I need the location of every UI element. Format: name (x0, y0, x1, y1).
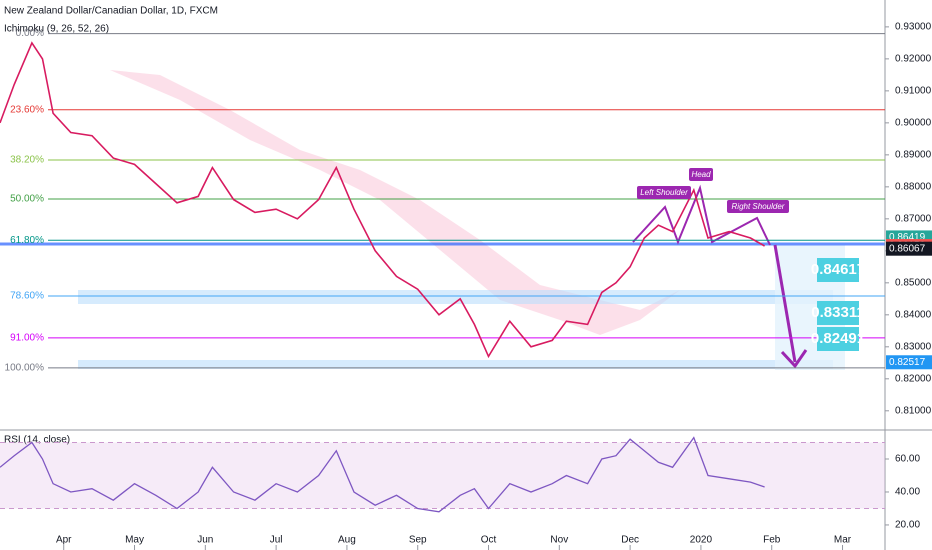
price-label-box (886, 241, 932, 256)
y-tick-label: 0.84000 (895, 309, 932, 320)
annotation-box (689, 168, 713, 181)
fib-label: 50.00% (10, 194, 44, 205)
y-tick-label: 0.89000 (895, 149, 932, 160)
rsi-title: RSI (14, close) (4, 435, 70, 446)
y-tick-label: 0.83000 (895, 341, 932, 352)
price-label: 0.82517 (889, 357, 926, 368)
fib-label: 100.00% (5, 363, 45, 374)
target-box (817, 258, 859, 282)
x-tick-label: May (125, 535, 144, 546)
y-tick-label: 60.00 (895, 454, 920, 465)
target-label: 0.84617 (811, 261, 865, 278)
zone (78, 290, 833, 304)
x-tick-label: Apr (56, 535, 72, 546)
rsi-band-fill (0, 442, 885, 509)
x-tick-label: 2020 (690, 535, 713, 546)
pattern-line (632, 184, 771, 246)
x-tick-label: Sep (409, 535, 427, 546)
y-tick-label: 40.00 (895, 487, 920, 498)
fib-label: 23.60% (10, 104, 44, 115)
price-label: 0.86419 (889, 232, 926, 243)
y-tick-label: 0.81000 (895, 405, 932, 416)
price-label: 0.86067 (889, 243, 926, 254)
x-tick-label: Feb (763, 535, 781, 546)
annotation-box (727, 200, 789, 213)
target-box (817, 327, 859, 351)
fib-label: 0.00% (16, 28, 44, 39)
target-label: 0.82491 (811, 330, 865, 347)
series-line (0, 41, 765, 359)
fib-label: 38.20% (10, 155, 44, 166)
chart-title: New Zealand Dollar/Canadian Dollar, 1D, … (4, 6, 218, 17)
x-tick-label: Nov (550, 535, 568, 546)
y-tick-label: 0.87000 (895, 213, 932, 224)
fib-label: 61.80% (10, 235, 44, 246)
target-arrow (773, 244, 797, 363)
x-tick-label: Jul (270, 535, 283, 546)
price-label-box (886, 355, 932, 370)
x-tick-label: Dec (621, 535, 639, 546)
x-tick-label: Aug (338, 535, 356, 546)
annotation-box (637, 186, 691, 199)
target-arrowhead (780, 349, 808, 369)
x-tick-label: Oct (481, 535, 497, 546)
x-tick-label: Mar (834, 535, 852, 546)
indicator-label: Ichimoku (9, 26, 52, 26) (4, 24, 109, 35)
annotation-label: Left Shoulder (640, 188, 688, 197)
y-tick-label: 0.82000 (895, 373, 932, 384)
series-line (0, 436, 765, 513)
ichimoku-cloud (110, 70, 700, 335)
fib-label: 91.00% (10, 332, 44, 343)
y-tick-label: 0.90000 (895, 117, 932, 128)
target-box (817, 301, 859, 325)
zone (78, 360, 833, 369)
annotation-label: Right Shoulder (732, 202, 785, 211)
y-tick-label: 0.92000 (895, 54, 932, 65)
fib-label: 78.60% (10, 291, 44, 302)
y-tick-label: 0.85000 (895, 277, 932, 288)
annotation-label: Head (691, 170, 711, 179)
y-tick-label: 0.93000 (895, 22, 932, 33)
y-tick-label: 20.00 (895, 520, 920, 531)
y-tick-label: 0.91000 (895, 86, 932, 97)
x-tick-label: Jun (197, 535, 213, 546)
y-tick-label: 0.88000 (895, 181, 932, 192)
target-label: 0.83311 (811, 304, 864, 321)
